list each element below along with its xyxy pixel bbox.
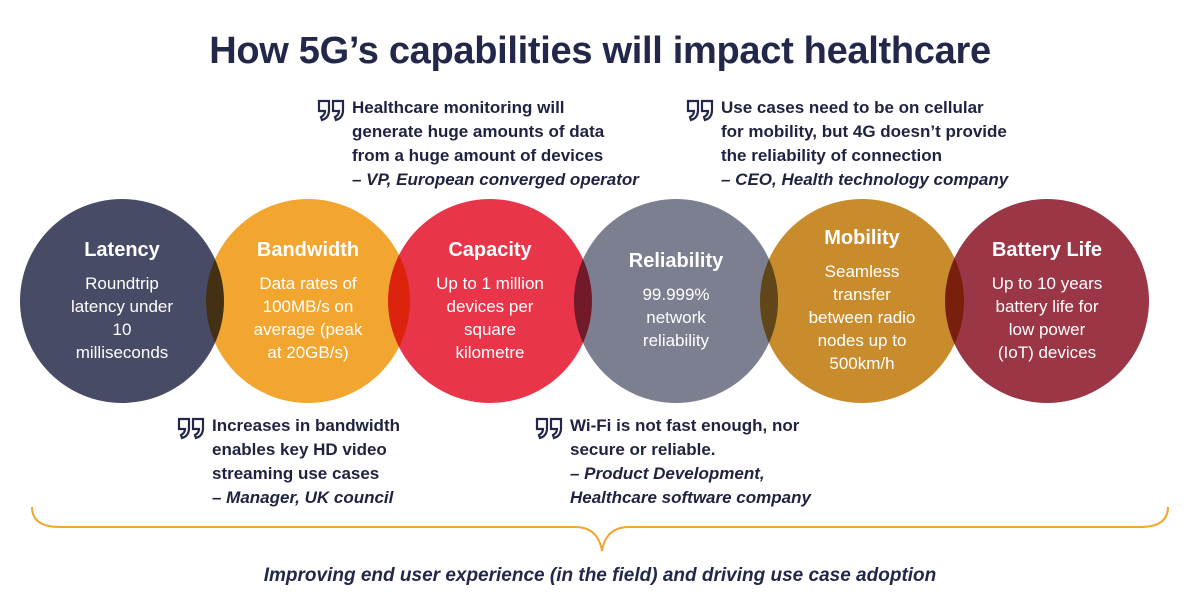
capability-title: Reliability [628,250,724,272]
curly-brace-divider [31,506,1169,552]
capability-bandwidth: Bandwidth Data rates of 100MB/s on avera… [206,199,410,403]
quote-healthcare-monitoring: Healthcare monitoring will generate huge… [316,96,639,192]
quote-attribution: Healthcare software company [570,488,811,507]
quote-line: Wi-Fi is not fast enough, nor [570,416,800,435]
capability-line: 99.999% [642,285,710,304]
capability-line: (IoT) devices [997,342,1097,362]
capability-line: reliability [642,331,710,350]
quote-line: enables key HD video [212,440,387,459]
quote-line: the reliability of connection [721,146,943,165]
capability-battery-life: Battery Life Up to 10 years battery life… [945,199,1149,403]
capability-line: kilometre [455,342,525,362]
quote-line: Increases in bandwidth [212,416,400,435]
quote-cellular-mobility: Use cases need to be on cellular for mob… [685,96,1008,192]
capability-line: square [464,319,516,339]
quote-line: streaming use cases [212,464,380,483]
capability-line: 500km/h [829,354,895,373]
capability-title: Capacity [448,238,532,261]
capability-line: at 20GB/s) [267,342,349,362]
quote-line: Use cases need to be on cellular [721,98,984,117]
page-title: How 5G’s capabilities will impact health… [209,30,991,72]
capability-capacity: Capacity Up to 1 million devices per squ… [388,199,592,403]
quote-line: generate huge amounts of data [352,122,605,141]
quote-attribution: – CEO, Health technology company [721,170,1009,189]
capability-line: average (peak [253,319,363,339]
quote-icon [177,417,205,440]
capability-line: network [646,308,706,327]
capability-line: Up to 10 years [991,273,1103,293]
quote-line: for mobility, but 4G doesn’t provide [721,122,1007,141]
capability-title: Battery Life [991,238,1103,261]
quote-line: secure or reliable. [570,440,716,459]
capability-line: milliseconds [75,342,169,362]
capability-line: between radio [808,308,916,327]
capability-title: Latency [84,238,160,261]
quote-icon [686,99,714,122]
quote-icon [535,417,563,440]
quote-attribution: – Product Development, [570,464,765,483]
capability-reliability: Reliability 99.999% network reliability [574,199,778,403]
capability-title: Mobility [824,227,900,249]
capability-mobility: Mobility Seamless transfer between radio… [760,199,964,403]
capability-line: 10 [112,319,132,339]
quote-bandwidth-video: Increases in bandwidth enables key HD vi… [176,414,400,510]
capability-line: Seamless [824,262,900,281]
quote-attribution: – Manager, UK council [212,488,394,507]
capability-line: latency under [70,296,174,316]
capability-latency: Latency Roundtrip latency under 10 milli… [20,199,224,403]
capability-line: low power [1008,319,1086,339]
capability-line: battery life for [995,296,1099,316]
capability-line: nodes up to [817,331,907,350]
quote-icon [317,99,345,122]
capability-line: Up to 1 million [436,273,544,293]
quote-wifi: Wi-Fi is not fast enough, nor secure or … [534,414,811,510]
quote-line: from a huge amount of devices [352,146,604,165]
capability-line: transfer [833,285,891,304]
capability-title: Bandwidth [256,238,360,261]
footer-caption: Improving end user experience (in the fi… [263,565,937,586]
capability-line: Roundtrip [85,273,159,293]
capability-line: Data rates of [259,273,357,293]
quote-line: Healthcare monitoring will [352,98,565,117]
capability-line: 100MB/s on [262,296,354,316]
capability-line: devices per [446,296,534,316]
quote-attribution: – VP, European converged operator [352,170,639,189]
